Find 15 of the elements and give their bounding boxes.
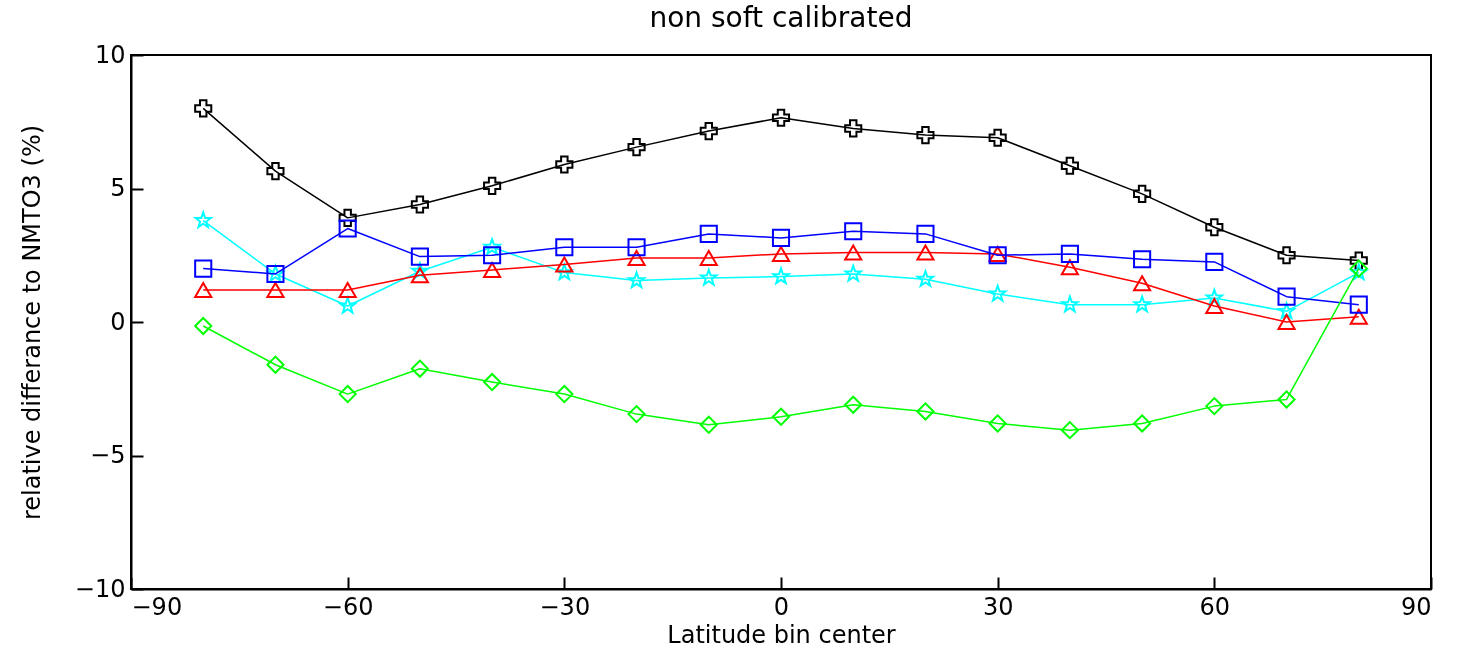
- x-tick-label: 0: [773, 592, 790, 621]
- x-tick-label: −60: [322, 592, 374, 621]
- chart-title: non soft calibrated: [649, 1, 913, 34]
- x-axis-title: Latitude bin center: [667, 620, 896, 649]
- y-tick-label: −10: [74, 574, 126, 603]
- y-axis-title: relative differance to NMTO3 (%): [17, 124, 46, 521]
- x-tick-label: −90: [131, 592, 183, 621]
- x-tick-label: 60: [1199, 592, 1231, 621]
- y-tick-label: 0: [110, 307, 126, 336]
- y-tick-label: 5: [110, 174, 126, 202]
- x-tick-label: 90: [1400, 592, 1432, 621]
- y-tick-label: 10: [94, 40, 126, 69]
- x-tick-label: 30: [982, 592, 1014, 621]
- y-tick-label: −5: [90, 441, 126, 469]
- x-tick-label: −30: [539, 592, 591, 621]
